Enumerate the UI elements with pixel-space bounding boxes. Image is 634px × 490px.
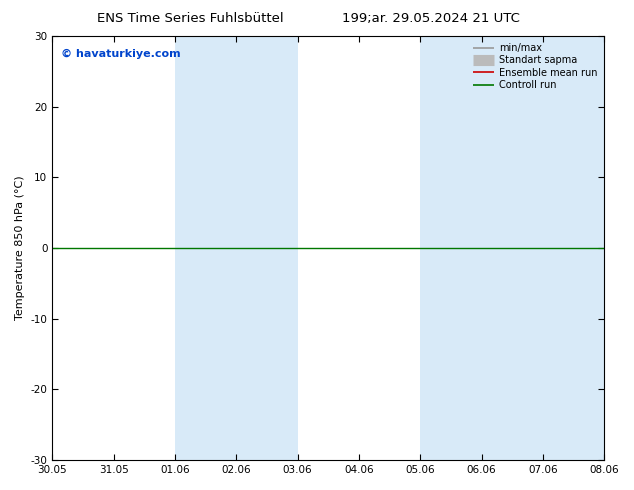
Text: 199;ar. 29.05.2024 21 UTC: 199;ar. 29.05.2024 21 UTC (342, 12, 520, 25)
Legend: min/max, Standart sapma, Ensemble mean run, Controll run: min/max, Standart sapma, Ensemble mean r… (469, 39, 601, 94)
Bar (420, 36, 604, 460)
Y-axis label: Temperature 850 hPa (°C): Temperature 850 hPa (°C) (15, 176, 25, 320)
Text: © havaturkiye.com: © havaturkiye.com (61, 49, 180, 59)
Text: ENS Time Series Fuhlsbüttel: ENS Time Series Fuhlsbüttel (97, 12, 283, 25)
Bar (175, 36, 297, 460)
